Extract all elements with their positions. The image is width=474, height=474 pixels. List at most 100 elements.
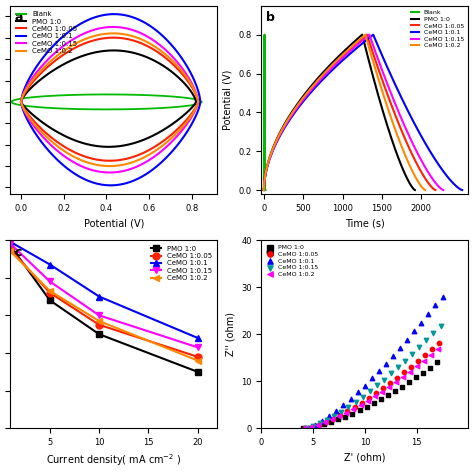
CeMO 1:0.2 (371, 392, 379, 400)
CeMO 1:0.05 (372, 390, 380, 397)
CeMO 1:0.1 (333, 407, 340, 415)
CeMO 1:0.05 (96, 322, 102, 328)
PMO 1:0 (356, 407, 363, 414)
CeMO 1:0.2 (307, 423, 315, 431)
PMO 1:0 (434, 359, 441, 366)
CeMO 1:0.1 (425, 310, 432, 318)
Legend: PMO 1:0, CeMO 1:0.05, CeMO 1:0.1, CeMO 1:0.15, CeMO 1:0.2: PMO 1:0, CeMO 1:0.05, CeMO 1:0.1, CeMO 1… (264, 243, 320, 279)
Text: b: b (265, 11, 274, 24)
CeMO 1:0.05 (301, 425, 309, 432)
CeMO 1:0.2 (8, 248, 13, 254)
CeMO 1:0.1 (340, 401, 347, 409)
CeMO 1:0.1 (432, 301, 439, 309)
CeMO 1:0.2 (350, 405, 357, 412)
PMO 1:0 (306, 424, 314, 431)
CeMO 1:0.15 (323, 416, 331, 424)
Line: CeMO 1:0.05: CeMO 1:0.05 (7, 246, 201, 360)
CeMO 1:0.2 (385, 383, 392, 391)
CeMO 1:0.05 (365, 394, 373, 402)
CeMO 1:0.1 (361, 382, 368, 389)
CeMO 1:0.1 (96, 294, 102, 300)
CeMO 1:0.2 (406, 368, 414, 375)
CeMO 1:0.1 (389, 352, 397, 360)
PMO 1:0 (320, 420, 328, 428)
PMO 1:0 (427, 364, 434, 371)
CeMO 1:0.05 (337, 411, 344, 419)
Text: a: a (15, 11, 23, 24)
CeMO 1:0.2 (314, 421, 322, 429)
CeMO 1:0.15 (416, 344, 423, 351)
CeMO 1:0.05 (308, 423, 316, 431)
CeMO 1:0.15 (409, 350, 416, 358)
CeMO 1:0.2 (321, 419, 329, 426)
CeMO 1:0.05 (400, 369, 408, 376)
CeMO 1:0.05 (315, 421, 323, 428)
CeMO 1:0.2 (364, 397, 372, 404)
CeMO 1:0.15 (316, 419, 324, 427)
CeMO 1:0.05 (428, 345, 436, 353)
Y-axis label: Z'' (ohm): Z'' (ohm) (226, 312, 236, 356)
CeMO 1:0.15 (380, 376, 388, 383)
CeMO 1:0.05 (8, 246, 13, 252)
CeMO 1:0.2 (328, 416, 336, 423)
PMO 1:0 (328, 418, 335, 426)
CeMO 1:0.15 (359, 393, 366, 401)
CeMO 1:0.15 (195, 345, 201, 350)
CeMO 1:0.15 (366, 387, 374, 395)
X-axis label: Current density( mA cm$^{-2}$ ): Current density( mA cm$^{-2}$ ) (46, 453, 182, 468)
CeMO 1:0.1 (368, 374, 375, 382)
PMO 1:0 (391, 387, 399, 395)
CeMO 1:0.2 (435, 346, 442, 353)
CeMO 1:0.15 (352, 398, 359, 406)
CeMO 1:0.1 (311, 422, 319, 429)
X-axis label: Time (s): Time (s) (345, 218, 385, 228)
CeMO 1:0.2 (392, 378, 400, 386)
CeMO 1:0.2 (420, 357, 428, 365)
CeMO 1:0.2 (343, 409, 350, 416)
CeMO 1:0.1 (326, 412, 333, 420)
Line: CeMO 1:0.15: CeMO 1:0.15 (7, 240, 201, 351)
CeMO 1:0.15 (394, 364, 402, 371)
PMO 1:0 (342, 413, 349, 420)
CeMO 1:0.1 (347, 395, 355, 403)
Line: CeMO 1:0.2: CeMO 1:0.2 (7, 248, 201, 364)
PMO 1:0 (370, 400, 377, 407)
CeMO 1:0.1 (439, 293, 447, 301)
CeMO 1:0.2 (378, 388, 385, 395)
CeMO 1:0.1 (195, 335, 201, 341)
PMO 1:0 (8, 243, 13, 248)
CeMO 1:0.05 (379, 385, 387, 392)
CeMO 1:0.15 (429, 329, 437, 337)
Line: PMO 1:0: PMO 1:0 (7, 242, 201, 375)
CeMO 1:0.05 (358, 399, 365, 407)
CeMO 1:0.1 (396, 344, 404, 352)
X-axis label: Z' (ohm): Z' (ohm) (344, 453, 386, 463)
CeMO 1:0.2 (195, 358, 201, 364)
CeMO 1:0.2 (96, 318, 102, 324)
CeMO 1:0.1 (403, 336, 411, 344)
CeMO 1:0.1 (304, 425, 312, 432)
Line: CeMO 1:0.1: CeMO 1:0.1 (7, 238, 201, 341)
CeMO 1:0.15 (401, 357, 409, 365)
CeMO 1:0.05 (436, 339, 443, 346)
CeMO 1:0.15 (437, 322, 444, 330)
CeMO 1:0.05 (344, 408, 351, 415)
X-axis label: Potential (V): Potential (V) (84, 218, 144, 228)
PMO 1:0 (412, 374, 420, 381)
CeMO 1:0.15 (96, 312, 102, 318)
CeMO 1:0.1 (382, 360, 390, 367)
CeMO 1:0.1 (410, 328, 418, 335)
PMO 1:0 (349, 410, 356, 418)
CeMO 1:0.1 (375, 367, 383, 375)
PMO 1:0 (405, 378, 413, 386)
CeMO 1:0.15 (330, 412, 338, 419)
PMO 1:0 (419, 369, 427, 376)
PMO 1:0 (384, 392, 392, 399)
CeMO 1:0.1 (47, 262, 53, 267)
CeMO 1:0.05 (195, 354, 201, 360)
CeMO 1:0.15 (345, 403, 352, 410)
Text: c: c (15, 246, 22, 259)
CeMO 1:0.05 (329, 415, 337, 422)
CeMO 1:0.05 (421, 351, 429, 359)
CeMO 1:0.2 (399, 373, 407, 381)
